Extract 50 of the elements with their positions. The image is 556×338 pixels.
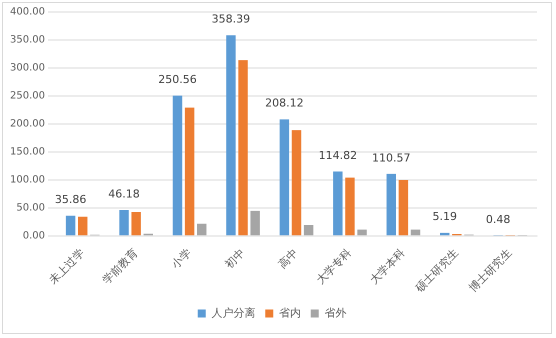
bar (304, 224, 314, 236)
bar (226, 35, 236, 236)
data-label: 250.56 (158, 72, 197, 86)
y-tick-label: 350.00 (10, 34, 45, 46)
y-tick-label: 300.00 (10, 62, 45, 74)
bar (345, 178, 355, 236)
x-tick-label: 小学 (169, 246, 194, 272)
bar (78, 216, 88, 236)
bar (184, 108, 194, 236)
bar (292, 130, 302, 236)
data-label: 110.57 (372, 151, 411, 164)
legend-label: 人户分离 (211, 306, 256, 320)
bar (250, 210, 260, 236)
x-tick-label: 大学本科 (367, 246, 408, 287)
y-tick-label: 100.00 (10, 174, 45, 186)
data-label: 46.18 (108, 187, 140, 200)
x-tick-label: 未上过学 (46, 246, 87, 287)
y-tick-label: 400.00 (10, 6, 45, 18)
bar (119, 210, 129, 236)
bar (333, 172, 343, 236)
x-tick-label: 初中 (222, 246, 248, 272)
bar (238, 60, 248, 236)
y-tick-label: 250.00 (10, 90, 45, 102)
y-tick-label: 0.00 (22, 230, 45, 242)
x-tick-label: 硕士研究生 (412, 246, 461, 296)
data-label: 114.82 (318, 148, 358, 162)
data-label: 5.19 (432, 210, 457, 224)
data-label: 35.86 (54, 193, 86, 206)
bar (357, 230, 367, 236)
data-label: 358.39 (212, 12, 250, 26)
legend-label: 省内 (278, 306, 301, 320)
bar (398, 180, 408, 236)
data-label: 208.12 (265, 96, 304, 110)
x-tick-label: 大学专科 (314, 246, 354, 287)
bar (280, 119, 290, 236)
y-tick-label: 50.00 (16, 202, 45, 214)
bar (410, 230, 420, 236)
y-tick-label: 150.00 (10, 146, 45, 158)
bar (131, 212, 141, 236)
data-label: 0.48 (486, 212, 510, 226)
bar (66, 216, 76, 236)
bar (440, 232, 450, 236)
bar (196, 224, 206, 236)
x-tick-label: 学前教育 (100, 246, 140, 287)
bar (386, 174, 396, 236)
x-tick-label: 博士研究生 (466, 246, 514, 294)
legend-label: 省外 (324, 306, 346, 320)
y-tick-label: 200.00 (10, 118, 45, 130)
x-tick-label: 高中 (276, 246, 301, 272)
bar (172, 96, 182, 236)
